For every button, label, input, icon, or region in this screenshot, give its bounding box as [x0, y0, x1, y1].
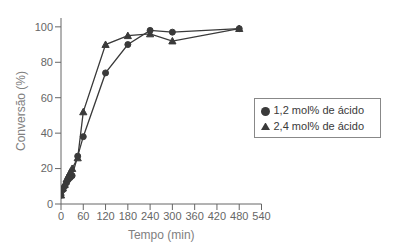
- svg-text:0: 0: [47, 198, 53, 210]
- html-text:1,2 mol% de ácido: 1,2 mol% de ácido: [273, 104, 364, 117]
- html-text:2,4 mol% de ácido: 2,4 mol% de ácido: [273, 120, 364, 133]
- svg-text:Tempo (min): Tempo (min): [128, 228, 195, 242]
- svg-text:80: 80: [41, 56, 53, 68]
- svg-text:20: 20: [41, 162, 53, 174]
- svg-text:420: 420: [208, 210, 226, 222]
- svg-text:60: 60: [77, 210, 89, 222]
- svg-text:360: 360: [185, 210, 203, 222]
- svg-text:60: 60: [41, 92, 53, 104]
- svg-text:100: 100: [35, 21, 53, 33]
- svg-text:0: 0: [58, 210, 64, 222]
- svg-text:240: 240: [141, 210, 159, 222]
- svg-text:40: 40: [41, 127, 53, 139]
- svg-text:180: 180: [119, 210, 137, 222]
- svg-text:Conversão (%): Conversão (%): [14, 71, 28, 151]
- svg-text:540: 540: [252, 210, 270, 222]
- svg-text:300: 300: [163, 210, 181, 222]
- svg-text:480: 480: [230, 210, 248, 222]
- svg-text:120: 120: [96, 210, 114, 222]
